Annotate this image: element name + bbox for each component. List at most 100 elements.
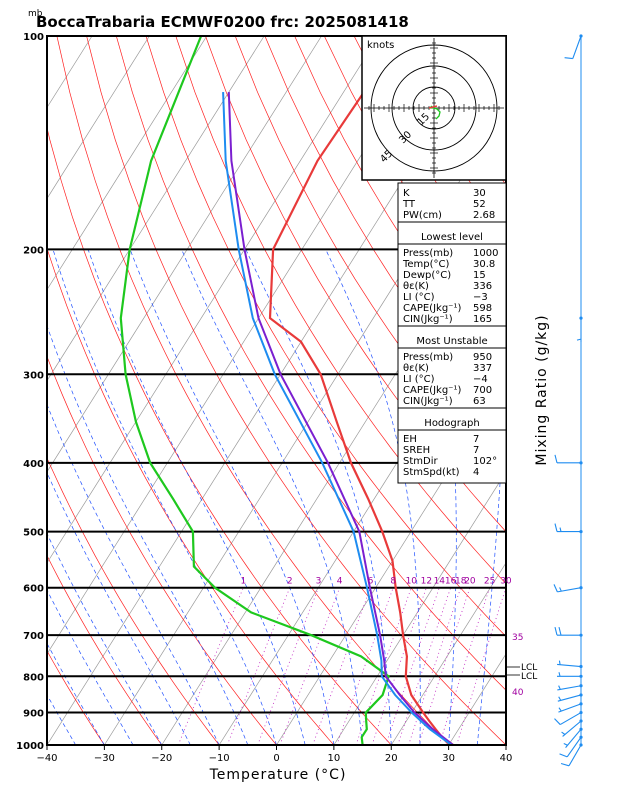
isotherm-line <box>333 471 506 745</box>
moist-adiabat-line <box>47 642 105 745</box>
hodograph-index-value: 4 <box>473 467 479 478</box>
wind-barb-half-feather <box>576 338 582 341</box>
x-tick-label: −30 <box>94 753 115 764</box>
pressure-tick-label: 200 <box>23 245 44 256</box>
wind-barb-staff <box>562 720 582 737</box>
wind-barb-station <box>579 719 583 723</box>
temperature-profile-line <box>268 36 454 745</box>
wind-barb-staff <box>557 685 582 691</box>
dry-adiabat-line <box>175 36 506 585</box>
mixing-ratio-label: 8 <box>390 577 396 587</box>
wind-barb-station <box>579 702 583 706</box>
most-unstable-value: −4 <box>473 374 488 385</box>
index-value: 30 <box>473 188 486 199</box>
wind-barb-feather <box>564 57 573 60</box>
lowest-level-label: CAPE(Jkg⁻¹) <box>403 303 461 314</box>
wind-barb-half-feather <box>558 696 562 701</box>
lcl-label-lower: LCL <box>521 672 537 682</box>
mixing-ratio-label: 16 <box>445 577 457 587</box>
lowest-level-value: 30.8 <box>473 259 495 270</box>
isotherm-line <box>47 36 322 473</box>
wind-barb-half-feather <box>559 527 562 532</box>
mixing-ratio-line <box>312 587 371 745</box>
moist-adiabat-line <box>47 471 191 745</box>
hodograph-index-label: StmSpd(kt) <box>403 467 460 478</box>
mixing-ratio-label: 18 <box>455 577 467 587</box>
dry-adiabat-line <box>47 457 220 745</box>
wind-barb-feather <box>558 627 562 636</box>
lowest-level-label: Press(mb) <box>403 248 453 259</box>
wind-barb-feather <box>554 627 558 636</box>
lowest-level-value: 1000 <box>473 248 498 259</box>
indices-frame <box>397 182 507 484</box>
wind-barb-feather <box>554 454 558 463</box>
wind-barb-station <box>579 316 583 320</box>
mixing-ratio-label: 4 <box>337 577 343 587</box>
most-unstable-label: Press(mb) <box>403 352 453 363</box>
dry-adiabat-line <box>47 650 105 745</box>
isotherm-line <box>47 36 265 382</box>
most-unstable-value: 950 <box>473 352 492 363</box>
wind-barb-station <box>579 461 583 465</box>
hodograph-storm-motion <box>428 105 438 109</box>
x-tick-label: 30 <box>442 753 455 764</box>
wind-barb-staff <box>557 694 582 702</box>
isotherm-line <box>47 36 380 564</box>
most-unstable-value: 63 <box>473 396 486 407</box>
mixing-ratio-label: 1 <box>240 577 246 587</box>
wind-barb-half-feather <box>558 707 562 712</box>
dry-adiabat-line <box>47 126 392 745</box>
isotherm-line <box>390 562 506 745</box>
most-unstable-value: 337 <box>473 363 492 374</box>
pressure-tick-label: 600 <box>23 584 44 595</box>
dewpoint-profile-line <box>119 36 390 745</box>
most-unstable-label: CIN(Jkg⁻¹) <box>403 396 453 407</box>
indices-table: K 30 TT 52 PW(cm) 2.68 Lowest level Press(mb) 10… <box>397 182 507 484</box>
wind-barb-staff <box>559 712 582 726</box>
x-tick-label: 40 <box>500 753 513 764</box>
wind-barb-half-feather <box>558 672 561 677</box>
parcel-profile-line <box>227 92 454 745</box>
hodograph-index-value: 7 <box>473 445 479 456</box>
mixing-ratio-label: 6 <box>368 577 374 587</box>
mixing-ratio-label: 12 <box>421 577 432 587</box>
hodograph-index-heading: Hodograph <box>424 418 479 429</box>
mixing-ratio-label: 20 <box>464 577 476 587</box>
most-unstable-label: LI (°C) <box>403 374 435 385</box>
hodograph-unit-label: knots <box>367 40 394 51</box>
lowest-level-value: 336 <box>473 281 492 292</box>
wind-barb-feather <box>554 718 561 725</box>
wind-barb-staff <box>557 663 582 668</box>
mixing-ratio-label: 3 <box>316 577 322 587</box>
x-tick-label: 0 <box>273 753 279 764</box>
index-label: PW(cm) <box>403 210 442 221</box>
pressure-tick-label: 800 <box>23 672 44 683</box>
lowest-level-value: 598 <box>473 303 492 314</box>
virtual-parcel-profile-line <box>222 92 453 745</box>
dry-adiabat-line <box>234 36 506 481</box>
moist-adiabat-line <box>47 532 163 745</box>
wind-barb-staff <box>572 35 582 59</box>
wind-barb-column <box>553 34 583 767</box>
most-unstable-heading: Most Unstable <box>416 336 487 347</box>
pressure-tick-label: 100 <box>23 32 44 43</box>
mixing-ratio-label: 10 <box>406 577 418 587</box>
most-unstable-label: θε(K) <box>403 363 429 374</box>
most-unstable-value: 700 <box>473 385 492 396</box>
wind-barb-half-feather <box>558 660 561 665</box>
wind-barb-station <box>579 34 583 38</box>
wind-barb-station <box>579 743 583 747</box>
wind-barb-half-feather <box>561 731 566 735</box>
wind-barb-feather <box>553 584 558 593</box>
lowest-level-value: 15 <box>473 270 486 281</box>
dry-adiabat-line <box>47 355 277 745</box>
pressure-tick-label: 700 <box>23 631 44 642</box>
index-value: 2.68 <box>473 210 495 221</box>
wind-barb-staff <box>558 703 582 713</box>
dry-adiabat-line <box>86 36 506 745</box>
index-value: 52 <box>473 199 486 210</box>
pressure-tick-label: 500 <box>23 528 44 539</box>
wind-barb-station <box>579 710 583 715</box>
pressure-axis-ticks: 100 200 300 400 500 600 700 800 900 1000 <box>16 32 44 752</box>
